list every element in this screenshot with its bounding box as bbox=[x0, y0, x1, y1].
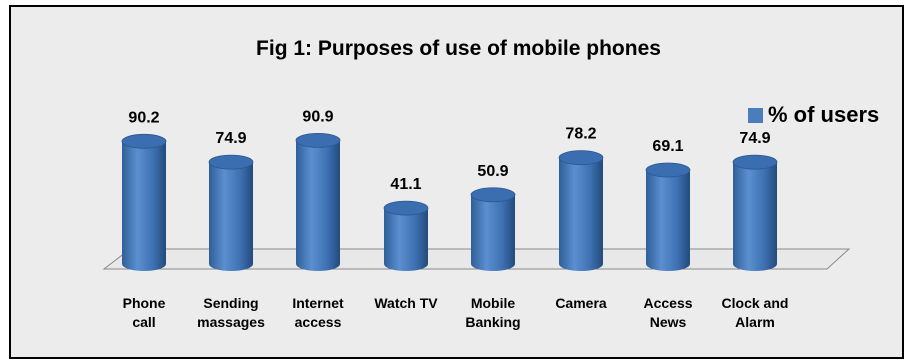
x-tick-label-line: Sending bbox=[203, 295, 259, 311]
legend-swatch bbox=[748, 107, 763, 123]
value-label: 74.9 bbox=[739, 130, 770, 147]
bar-body bbox=[209, 162, 253, 271]
bar-top bbox=[121, 133, 167, 149]
bar bbox=[732, 154, 778, 271]
value-label: 50.9 bbox=[477, 163, 508, 180]
chart-frame: Fig 1: Purposes of use of mobile phones … bbox=[9, 5, 904, 359]
x-tick-label: Internet access bbox=[273, 294, 363, 332]
bar-top bbox=[383, 200, 429, 216]
bar-top bbox=[732, 154, 778, 170]
bar-body bbox=[296, 140, 340, 271]
x-tick-label: Watch TV bbox=[361, 294, 451, 313]
x-tick-label-line: Internet bbox=[292, 295, 344, 311]
x-tick-label: Clock and Alarm bbox=[710, 294, 800, 332]
x-tick-label-line: Alarm bbox=[735, 314, 775, 330]
x-tick-label-line: Access bbox=[643, 295, 693, 311]
value-labels-group: 90.2 74.9 90.9 41.1 50.9 78.2 69.1 74.9 bbox=[128, 108, 770, 193]
x-tick-label-line: Clock and bbox=[721, 295, 789, 311]
bar bbox=[208, 154, 254, 271]
bar bbox=[470, 187, 516, 271]
x-tick-label: Mobile Banking bbox=[448, 294, 538, 332]
x-tick-label-line: Mobile bbox=[470, 295, 516, 311]
legend-label: % of users bbox=[768, 102, 880, 127]
bar bbox=[645, 162, 691, 271]
bar-body bbox=[471, 194, 515, 271]
bar-top bbox=[295, 132, 341, 148]
bar bbox=[295, 132, 341, 271]
bar-body bbox=[733, 162, 777, 271]
bars-group bbox=[121, 132, 778, 271]
bar-top bbox=[208, 154, 254, 170]
bar bbox=[558, 150, 604, 271]
x-tick-label: Access News bbox=[623, 294, 713, 332]
bar-top bbox=[558, 150, 604, 166]
value-label: 78.2 bbox=[565, 126, 596, 143]
bar-top bbox=[470, 187, 516, 203]
chart-title: Fig 1: Purposes of use of mobile phones bbox=[256, 37, 661, 60]
x-tick-label: Phone call bbox=[99, 294, 189, 332]
plot-area: 90.2 74.9 90.9 41.1 50.9 78.2 69.1 74.9 bbox=[102, 108, 851, 271]
bar-body bbox=[646, 170, 690, 271]
value-label: 90.9 bbox=[302, 108, 333, 125]
x-tick-label-line: call bbox=[132, 314, 156, 330]
bar bbox=[383, 200, 429, 271]
x-tick-label-line: Camera bbox=[555, 295, 607, 311]
value-label: 90.2 bbox=[128, 109, 159, 126]
bar-body bbox=[559, 157, 603, 271]
x-tick-label-line: Phone bbox=[122, 295, 166, 311]
x-tick-label-line: Watch TV bbox=[374, 295, 438, 311]
x-tick-label-line: massages bbox=[197, 314, 265, 330]
x-tick-label: Camera bbox=[536, 294, 626, 313]
legend: % of users bbox=[748, 102, 879, 128]
bar-body bbox=[122, 141, 166, 271]
x-tick-label-line: access bbox=[294, 314, 342, 330]
bar-top bbox=[645, 162, 691, 178]
value-label: 74.9 bbox=[215, 130, 246, 147]
x-tick-label-line: Banking bbox=[465, 314, 521, 330]
value-label: 69.1 bbox=[652, 138, 683, 155]
bar bbox=[121, 133, 167, 271]
x-tick-label: Sending massages bbox=[186, 294, 276, 332]
value-label: 41.1 bbox=[390, 176, 421, 193]
x-tick-label-line: News bbox=[649, 314, 687, 330]
bar-body bbox=[384, 208, 428, 271]
